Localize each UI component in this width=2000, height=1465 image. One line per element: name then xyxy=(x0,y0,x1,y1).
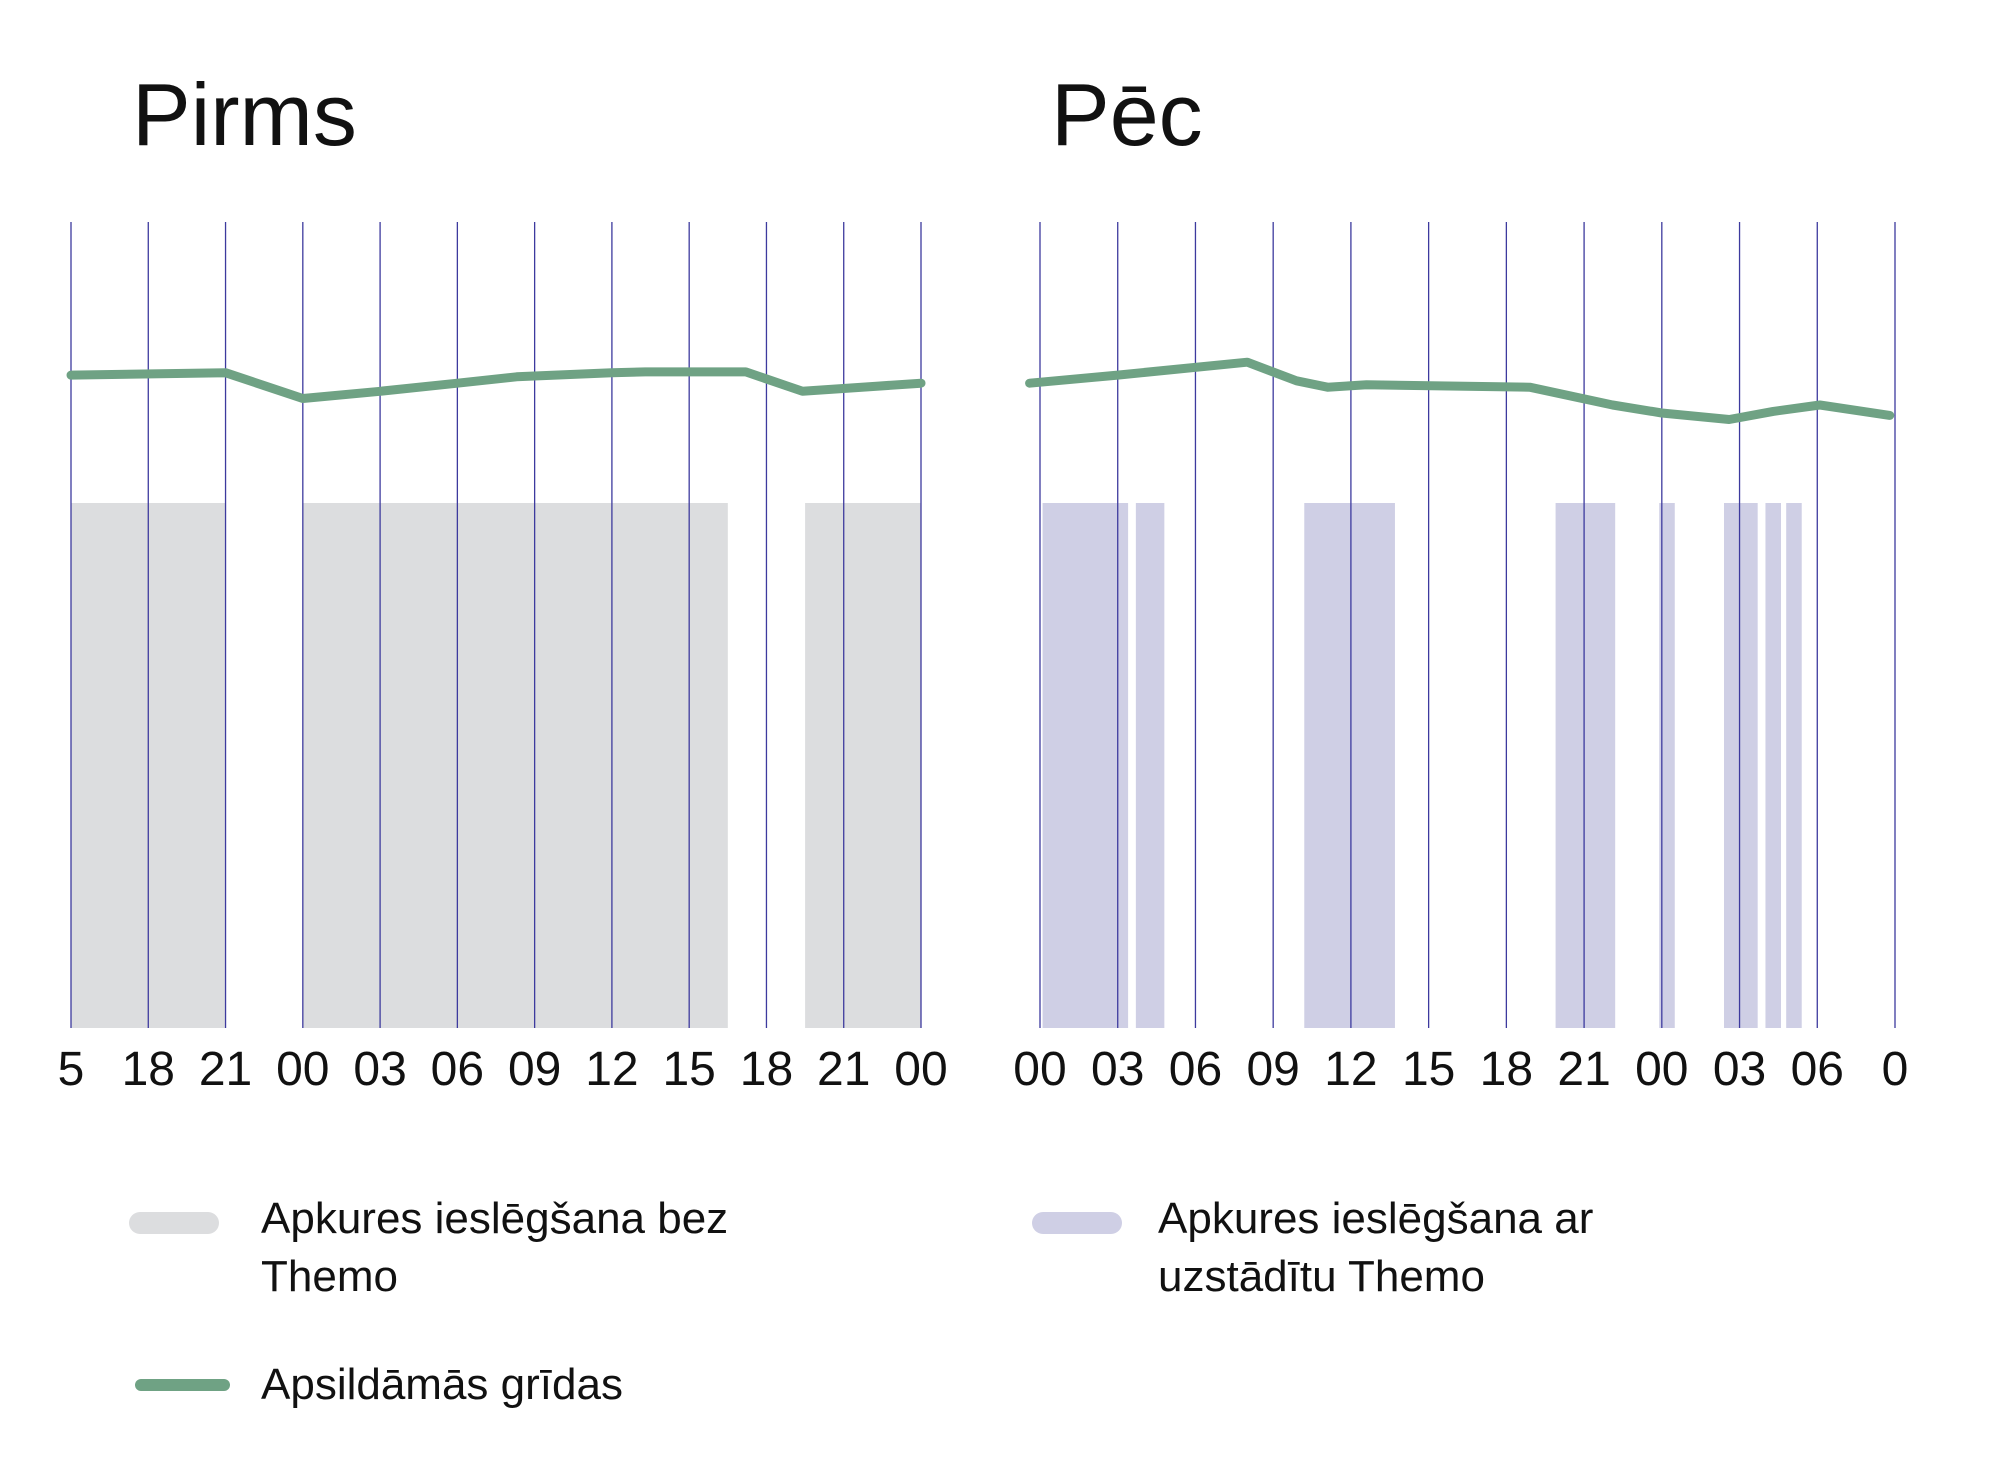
x-tick-label: 00 xyxy=(1013,1043,1066,1096)
heating-bar xyxy=(1724,503,1758,1028)
chart-title: Pēc xyxy=(1051,65,1203,164)
legend-swatch xyxy=(129,1212,219,1234)
x-tick-label: 06 xyxy=(431,1043,484,1096)
heating-bar xyxy=(1304,503,1395,1028)
legend-label: Apkures ieslēgšana ar uzstādītu Themo xyxy=(1158,1194,1594,1301)
x-tick-label: 00 xyxy=(1635,1043,1688,1096)
legend-label: Apkures ieslēgšana bez Themo xyxy=(261,1194,729,1301)
x-tick-label: 18 xyxy=(740,1043,793,1096)
x-tick-label: 18 xyxy=(1480,1043,1533,1096)
x-tick-label: 15 xyxy=(1402,1043,1455,1096)
heating-bar xyxy=(1765,503,1781,1028)
x-tick-label: 06 xyxy=(1169,1043,1222,1096)
x-tick-label: 06 xyxy=(1791,1043,1844,1096)
legend-swatch xyxy=(1032,1212,1122,1234)
x-tick-label: 15 xyxy=(662,1043,715,1096)
heating-bar xyxy=(805,503,921,1028)
heating-bar xyxy=(1786,503,1802,1028)
x-tick-label: 00 xyxy=(276,1043,329,1096)
temperature-line xyxy=(1025,357,1895,424)
x-tick-label: 21 xyxy=(199,1043,252,1096)
x-tick-label: 09 xyxy=(508,1043,561,1096)
heating-bar xyxy=(1659,503,1675,1028)
x-tick-label: 21 xyxy=(817,1043,870,1096)
chart-title: Pirms xyxy=(132,65,357,164)
x-tick-label: 09 xyxy=(1246,1043,1299,1096)
x-tick-label: 0 xyxy=(1882,1043,1909,1096)
x-tick-label: 03 xyxy=(353,1043,406,1096)
x-tick-label: 21 xyxy=(1557,1043,1610,1096)
heating-bar xyxy=(1135,503,1165,1028)
x-tick-label: 03 xyxy=(1091,1043,1144,1096)
x-tick-label: 12 xyxy=(585,1043,638,1096)
legend-label: Apsildāmās grīdas xyxy=(261,1360,623,1409)
x-tick-label: 5 xyxy=(58,1043,85,1096)
heating-bar xyxy=(1555,503,1616,1028)
heating-bar xyxy=(302,503,728,1028)
x-tick-label: 00 xyxy=(894,1043,947,1096)
x-tick-label: 18 xyxy=(122,1043,175,1096)
x-tick-label: 12 xyxy=(1324,1043,1377,1096)
heating-bar xyxy=(1042,503,1129,1028)
legend-swatch xyxy=(135,1379,230,1391)
temperature-line xyxy=(66,367,926,403)
x-tick-label: 03 xyxy=(1713,1043,1766,1096)
